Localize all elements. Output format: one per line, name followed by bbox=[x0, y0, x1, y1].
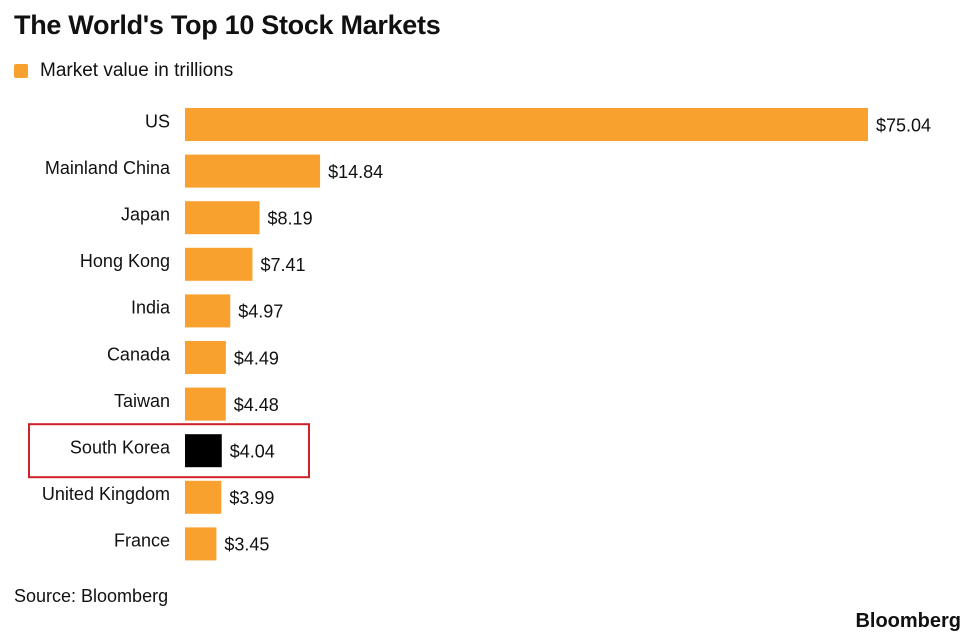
category-label: United Kingdom bbox=[42, 484, 170, 504]
value-label: $3.45 bbox=[224, 535, 269, 555]
category-label: Hong Kong bbox=[80, 251, 170, 271]
category-label: Canada bbox=[107, 344, 171, 364]
value-label: $8.19 bbox=[268, 208, 313, 228]
legend: Market value in trillions bbox=[14, 60, 233, 82]
value-label: $14.84 bbox=[328, 162, 383, 182]
value-label: $75.04 bbox=[876, 115, 931, 135]
category-label: India bbox=[131, 298, 171, 318]
highlight-box bbox=[28, 423, 310, 479]
bar bbox=[185, 201, 260, 235]
bar bbox=[185, 247, 253, 281]
category-label: US bbox=[145, 111, 170, 131]
value-label: $4.04 bbox=[230, 441, 275, 461]
bar bbox=[185, 480, 222, 514]
legend-swatch bbox=[14, 64, 28, 78]
legend-label: Market value in trillions bbox=[40, 60, 234, 81]
bloomberg-logo: Bloomberg bbox=[855, 610, 961, 632]
value-label: $7.41 bbox=[260, 255, 305, 275]
category-label: Japan bbox=[121, 204, 170, 224]
bar bbox=[185, 341, 226, 374]
source-note: Source: Bloomberg bbox=[14, 586, 169, 606]
bar bbox=[185, 434, 222, 468]
category-label: South Korea bbox=[70, 437, 171, 457]
category-label: France bbox=[114, 531, 170, 551]
value-label: $4.49 bbox=[234, 348, 279, 368]
bar bbox=[185, 294, 231, 328]
category-label: Taiwan bbox=[114, 391, 170, 411]
value-label: $4.48 bbox=[234, 395, 279, 415]
chart-title: The World's Top 10 Stock Markets bbox=[14, 10, 441, 40]
bar bbox=[185, 154, 321, 188]
bar bbox=[185, 527, 217, 561]
category-label: Mainland China bbox=[45, 158, 171, 178]
bar bbox=[185, 387, 226, 421]
value-label: $4.97 bbox=[238, 302, 283, 322]
bar bbox=[185, 108, 868, 141]
value-label: $3.99 bbox=[229, 488, 274, 508]
